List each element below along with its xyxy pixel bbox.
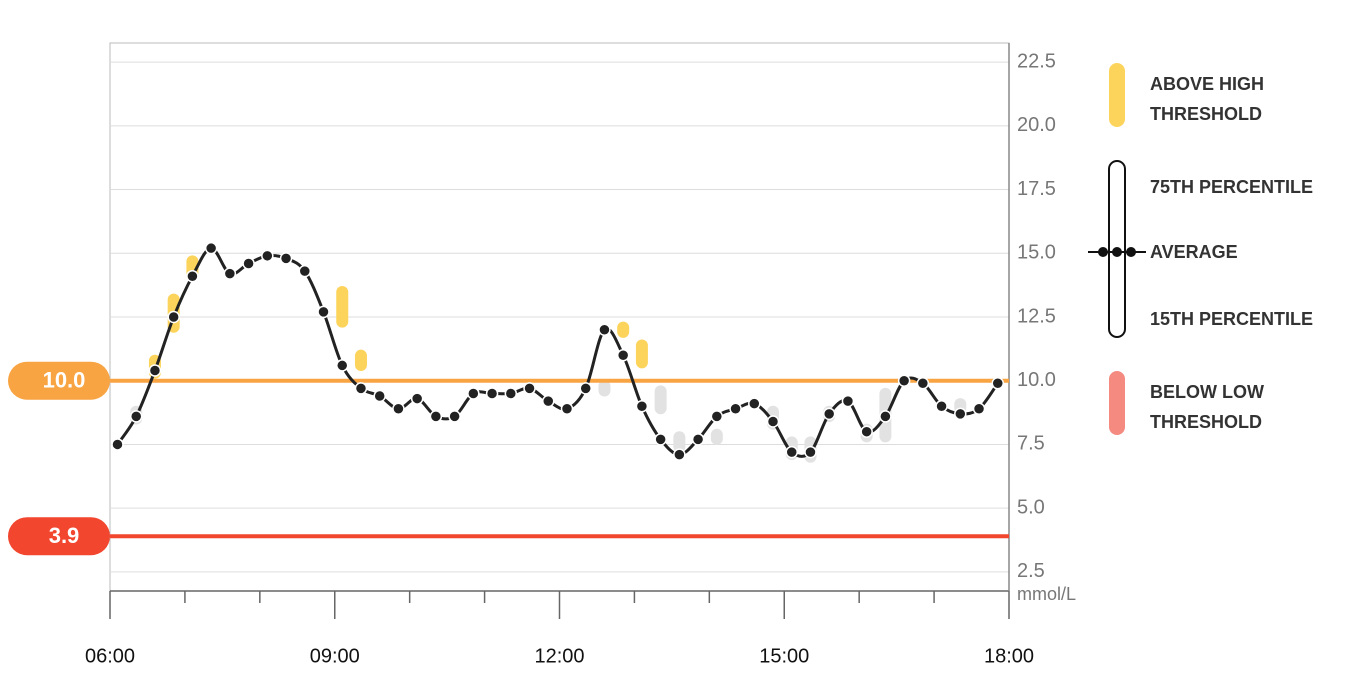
average-point: [485, 387, 499, 400]
average-point: [579, 382, 592, 395]
average-point: [392, 402, 405, 416]
average-point: [991, 377, 1005, 390]
percentile-range: [336, 285, 349, 328]
legend-above-high: ABOVE HIGH THRESHOLD: [1150, 74, 1265, 124]
average-point: [167, 310, 180, 324]
average-point: [542, 394, 555, 408]
legend-average-dot: [1098, 247, 1108, 257]
average-point: [129, 410, 143, 423]
percentile-range: [617, 321, 630, 338]
y-tick-label: 15.0: [1017, 242, 1056, 264]
average-point: [279, 252, 293, 265]
average-point: [242, 257, 255, 270]
x-tick-label: 12:00: [534, 645, 584, 667]
average-point: [879, 410, 892, 423]
average-point: [504, 387, 518, 400]
average-point: [785, 445, 798, 459]
x-tick-label: 09:00: [310, 645, 360, 667]
x-tick-label: 15:00: [759, 645, 809, 667]
average-point: [729, 402, 742, 416]
legend-average-dot: [1126, 247, 1136, 257]
average-point: [523, 382, 536, 395]
average-point: [916, 377, 930, 390]
average-point: [354, 382, 368, 395]
percentile-range: [654, 385, 667, 415]
y-tick-label: 7.5: [1017, 433, 1045, 455]
average-point: [373, 389, 386, 403]
average-point: [691, 433, 705, 446]
average-point: [673, 448, 686, 461]
average-point: [804, 445, 817, 459]
average-point: [317, 305, 330, 319]
legend-above-swatch: [1109, 63, 1125, 127]
threshold-label: 10.0: [43, 368, 86, 393]
legend-below-swatch: [1109, 371, 1125, 435]
y-tick-label: 5.0: [1017, 496, 1045, 518]
legend-p75: 75TH PERCENTILE: [1150, 177, 1314, 197]
legend-average-dot: [1112, 247, 1122, 257]
percentile-range: [354, 349, 367, 371]
threshold-label: 3.9: [49, 523, 80, 548]
average-point: [410, 392, 424, 405]
average-point: [111, 438, 124, 451]
average-point: [298, 264, 312, 278]
average-point: [261, 249, 274, 263]
y-unit: mmol/L: [1017, 584, 1076, 604]
average-point: [766, 415, 780, 428]
average-point: [822, 407, 836, 421]
threshold-badge: [8, 517, 110, 556]
average-point: [635, 399, 649, 413]
average-point: [467, 387, 480, 400]
y-tick-label: 17.5: [1017, 178, 1056, 200]
percentile-range: [710, 428, 723, 445]
average-point: [954, 407, 967, 421]
average-point: [148, 364, 162, 377]
x-tick-label: 18:00: [984, 645, 1034, 667]
percentile-range: [635, 339, 648, 369]
legend-below-low: BELOW LOW THRESHOLD: [1150, 382, 1264, 432]
average-point: [204, 241, 218, 255]
y-tick-label: 10.0: [1017, 369, 1056, 391]
average-point: [223, 267, 237, 280]
percentile-range: [673, 431, 686, 453]
legend-p15: 15TH PERCENTILE: [1150, 309, 1314, 329]
y-tick-label: 20.0: [1017, 114, 1056, 136]
average-point: [972, 402, 986, 416]
average-point: [598, 323, 611, 336]
x-tick-label: 06:00: [85, 645, 135, 667]
average-point: [448, 410, 461, 423]
average-point: [841, 394, 855, 408]
average-point: [560, 402, 574, 416]
average-point: [935, 399, 948, 413]
average-point: [616, 348, 630, 362]
y-tick-label: 2.5: [1017, 560, 1045, 582]
average-point: [186, 269, 199, 283]
average-point: [335, 359, 349, 372]
average-point: [897, 374, 911, 387]
average-point: [429, 410, 443, 423]
y-tick-label: 22.5: [1017, 50, 1056, 72]
percentile-range: [598, 380, 611, 397]
y-tick-label: 12.5: [1017, 305, 1056, 327]
average-point: [654, 433, 667, 446]
average-point: [710, 410, 724, 423]
legend-average: AVERAGE: [1150, 242, 1238, 262]
average-point: [860, 425, 873, 438]
threshold-badge: [8, 361, 110, 400]
average-point: [748, 397, 761, 410]
